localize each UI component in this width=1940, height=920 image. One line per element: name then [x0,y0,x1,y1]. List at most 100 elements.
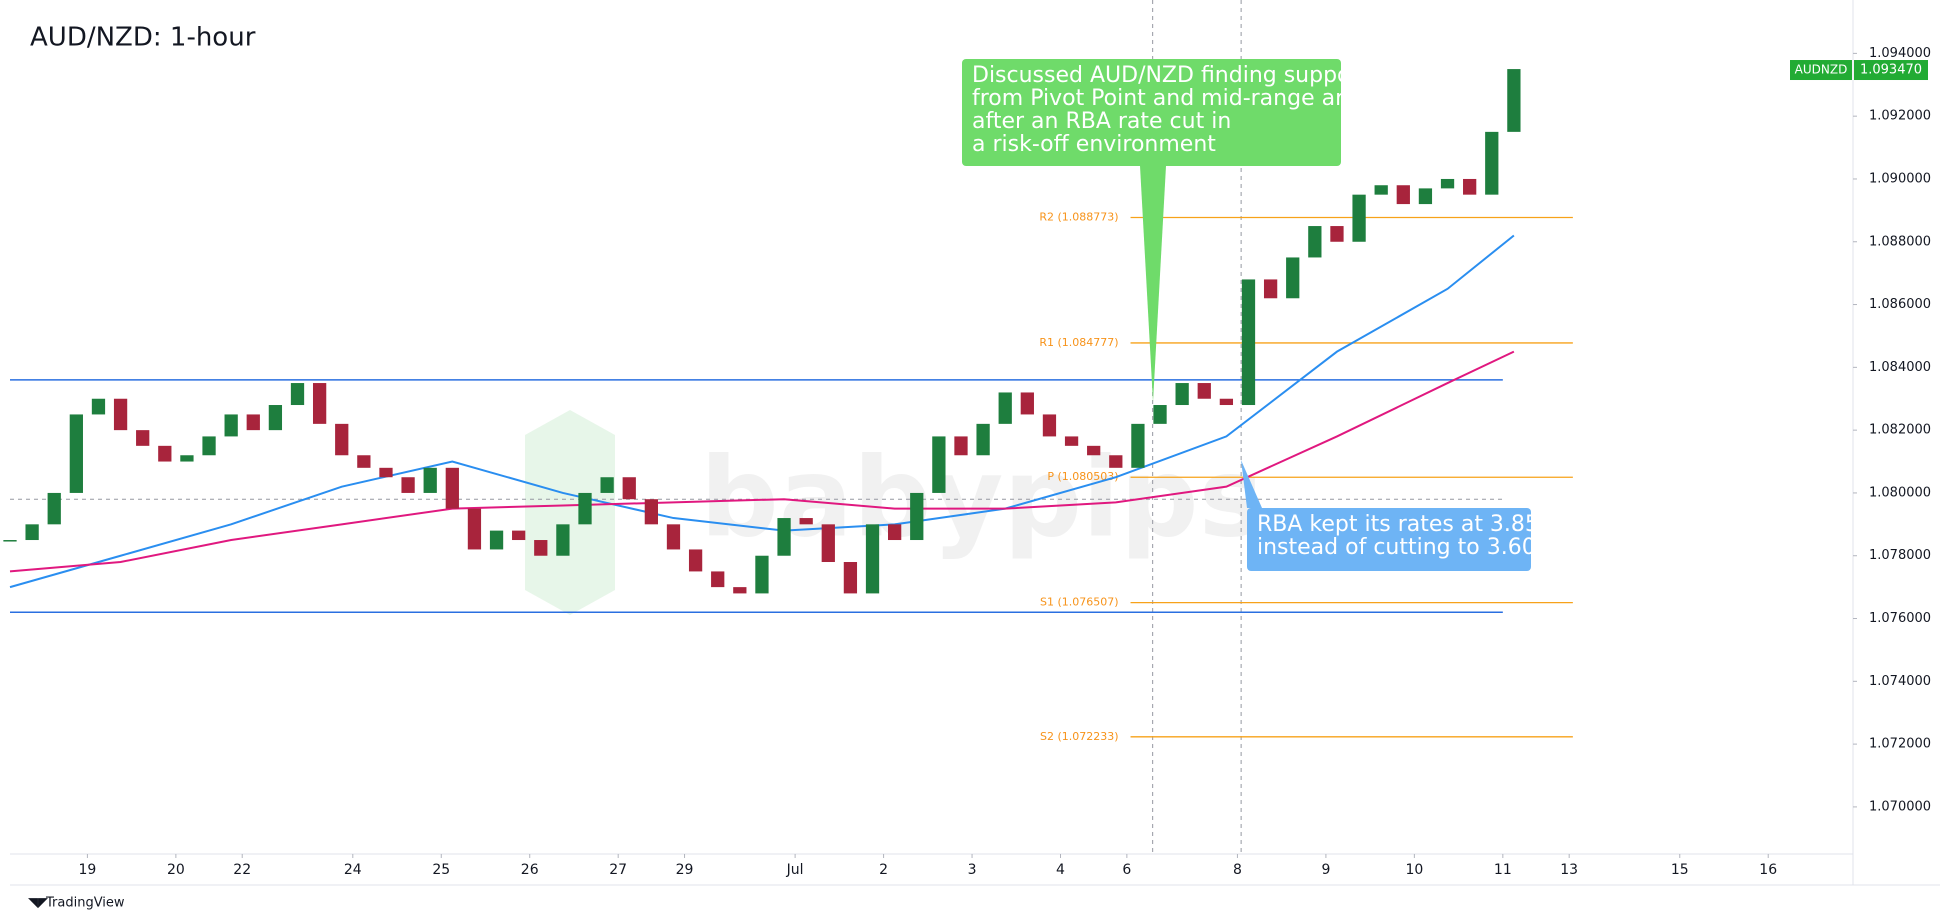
candle [711,571,725,588]
chart-title: AUD/NZD: 1-hour [30,23,256,53]
annotation-text: a risk-off environment [972,132,1216,157]
candle [1087,445,1101,456]
candle [622,477,636,500]
candle [843,562,858,594]
y-tick-label: 1.084000 [1869,360,1931,375]
candle [202,436,216,456]
candle [335,423,349,456]
candle [1241,279,1256,406]
candle [312,383,327,424]
y-tick-label: 1.088000 [1869,234,1931,249]
candle [357,455,371,468]
candle [954,436,968,456]
candle [69,414,83,493]
candle [932,436,946,493]
footer: TradingView [45,896,125,911]
candle [777,518,791,556]
annotation-box [1247,508,1531,571]
y-tick-label: 1.078000 [1869,548,1931,563]
y-tick-label: 1.086000 [1869,297,1931,312]
annotation-text: from Pivot Point and mid-range area [972,86,1371,111]
candle [1042,414,1057,437]
candle [1219,398,1234,406]
annotation-pointer [1140,166,1166,402]
pivot-label: R2 (1.088773) [1039,210,1118,223]
y-tick-label: 1.092000 [1869,109,1931,124]
candle [136,430,150,446]
x-tick-label: 8 [1233,862,1242,878]
candle [423,467,437,493]
pivot-label: S2 (1.072233) [1040,730,1119,743]
candle [799,518,813,525]
x-tick-label: 11 [1494,862,1512,878]
y-tick-label: 1.090000 [1869,171,1931,186]
x-tick-label: 9 [1321,862,1330,878]
y-tick-label: 1.076000 [1869,611,1931,626]
x-tick-label: 27 [609,862,627,878]
candle [1396,185,1410,205]
candle [489,530,504,550]
x-tick-label: 16 [1759,862,1777,878]
candle [113,398,128,431]
candle [47,492,61,525]
x-tick-label: 3 [968,862,977,878]
candle [600,477,614,493]
annotation-text: Discussed AUD/NZD finding support [972,63,1369,88]
candle [888,524,902,541]
x-tick-label: 2 [879,862,888,878]
candle [976,423,990,456]
price-tag-symbol-bg [1790,60,1852,81]
candle [998,392,1012,424]
candle [25,524,39,541]
moving-average [9,350,1515,573]
pivot-label: P (1.080503) [1047,470,1118,483]
annotation-text: RBA kept its rates at 3.85% [1257,512,1560,537]
candle [1197,383,1211,399]
x-tick-label: 15 [1671,862,1689,878]
x-tick-label: 19 [78,862,96,878]
candle [379,467,393,478]
pivot-label: S1 (1.076507) [1040,596,1119,609]
candle [865,524,880,594]
candle [91,398,106,415]
candle [3,540,17,542]
candle [290,383,305,406]
candle [224,414,238,437]
candle [644,499,658,525]
candle [1485,131,1499,195]
candle [467,508,482,550]
candle [1374,185,1388,195]
candle [158,445,172,462]
x-tick-label: 25 [432,862,450,878]
candle [1308,226,1322,258]
price-tag-label: 1.093470 [1860,63,1922,78]
y-tick-label: 1.094000 [1869,46,1931,61]
x-tick-label: 13 [1560,862,1578,878]
annotation-box [962,59,1341,166]
candle [578,492,592,525]
price-tag [1854,60,1928,81]
x-tick-label: 29 [676,862,694,878]
candle [1440,178,1455,189]
x-tick-label: 6 [1122,862,1131,878]
x-tick-label: 4 [1056,862,1065,878]
price-tag-symbol: AUDNZD [1795,63,1848,77]
candle [1463,178,1477,195]
candle [688,549,703,572]
candle [246,414,260,431]
footer-logo: ◥◤ [28,896,48,911]
y-tick-label: 1.082000 [1869,423,1931,438]
candle [1175,383,1189,406]
candle [1131,423,1145,468]
x-tick-label: 20 [167,862,185,878]
y-tick-label: 1.080000 [1869,485,1931,500]
candle [445,467,459,509]
candle [180,455,194,462]
candle [733,587,747,594]
x-tick-label: 10 [1405,862,1423,878]
candle [821,524,835,563]
candle [1330,226,1344,242]
y-tick-label: 1.070000 [1869,799,1931,814]
